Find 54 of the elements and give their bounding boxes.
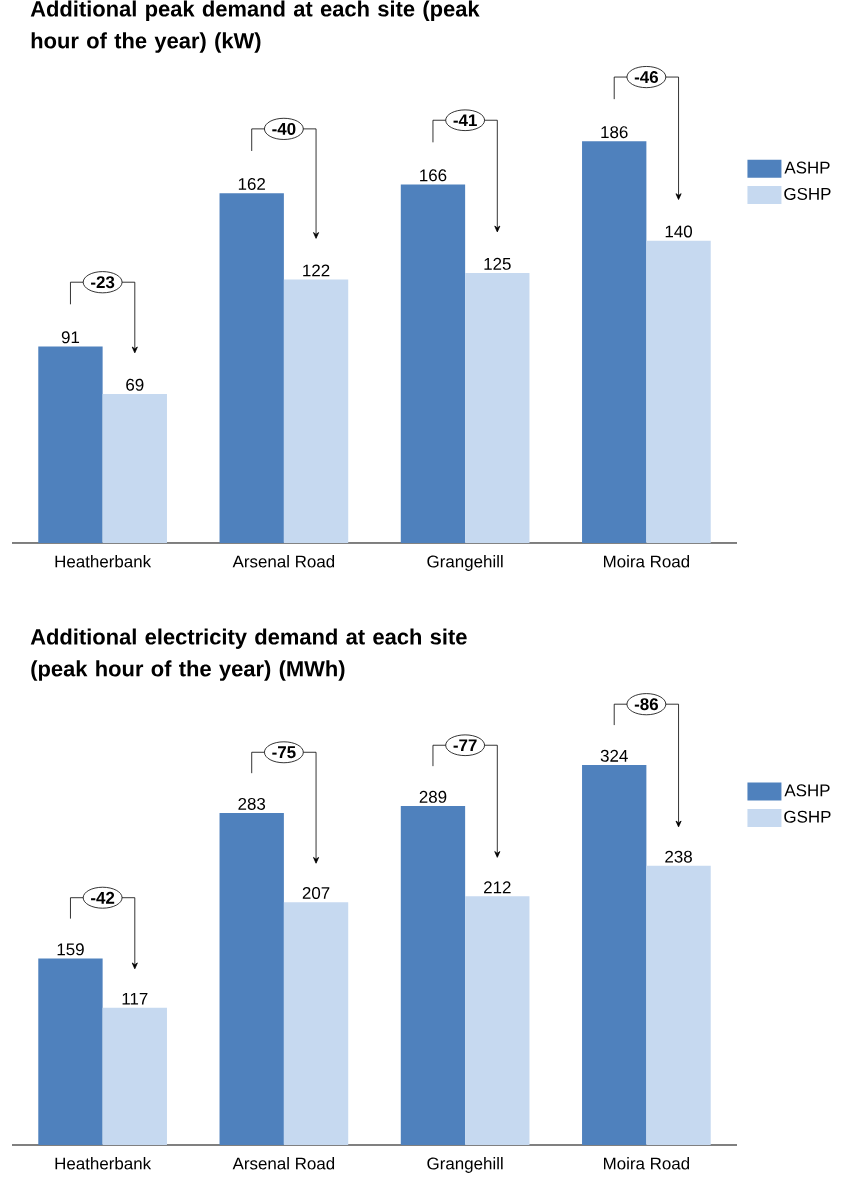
bar	[102, 393, 167, 543]
bar	[102, 1007, 167, 1145]
chart-title: Additional electricity demand at each site (peak hour of the year) (MWh)	[30, 628, 467, 681]
x-tick-label: Grangehill	[427, 1157, 503, 1173]
bar	[400, 806, 466, 1145]
text: -86	[634, 698, 659, 711]
data-label: 324	[600, 749, 628, 762]
bar	[38, 958, 103, 1145]
text: -41	[453, 114, 477, 127]
bar	[400, 184, 466, 543]
data-label: 289	[419, 790, 447, 803]
chart-title: Additional peak demand at each site (peak hour of the year) (kW)	[30, 0, 480, 53]
legend-label: ASHP	[784, 784, 830, 797]
x-tick-label: Grangehill	[427, 555, 503, 571]
data-label: 91	[61, 331, 80, 344]
data-label: 125	[484, 257, 511, 270]
legend-label: GSHP	[784, 810, 831, 823]
data-label: 69	[126, 378, 144, 391]
bar	[646, 240, 711, 543]
bar	[38, 346, 103, 543]
annotation: -42	[91, 891, 115, 904]
text: -75	[272, 746, 296, 759]
data-label: 166	[420, 169, 447, 182]
bar	[582, 141, 647, 543]
data-label: 122	[303, 264, 330, 277]
bar	[283, 902, 349, 1145]
bar	[283, 279, 349, 543]
x-tick-label: Arsenal Road	[232, 1157, 335, 1170]
text: -46	[634, 71, 659, 84]
legend-label: GSHP	[784, 187, 831, 200]
data-label: 238	[665, 850, 692, 863]
bar	[465, 273, 530, 543]
data-label: 207	[302, 887, 330, 900]
data-label: 117	[122, 992, 148, 1005]
legend-label: ASHP	[784, 161, 830, 174]
data-label: 283	[238, 797, 266, 810]
annotation: -23	[91, 276, 115, 289]
data-label: 186	[601, 126, 628, 139]
data-label: 162	[238, 177, 265, 190]
data-label: 140	[665, 225, 693, 238]
x-tick-label: Moira Road	[604, 555, 690, 568]
text: -40	[272, 122, 296, 135]
data-label: 212	[484, 881, 511, 894]
x-tick-label: Heatherbank	[55, 1157, 152, 1170]
bar	[646, 865, 711, 1145]
text: -77	[453, 739, 477, 752]
bar	[219, 193, 284, 543]
bar	[582, 764, 647, 1145]
bar	[465, 896, 530, 1145]
x-tick-label: Heatherbank	[55, 555, 152, 568]
bar	[219, 813, 284, 1145]
x-tick-label: Arsenal Road	[232, 555, 335, 568]
data-label: 159	[57, 943, 84, 956]
x-tick-label: Moira Road	[604, 1157, 690, 1170]
